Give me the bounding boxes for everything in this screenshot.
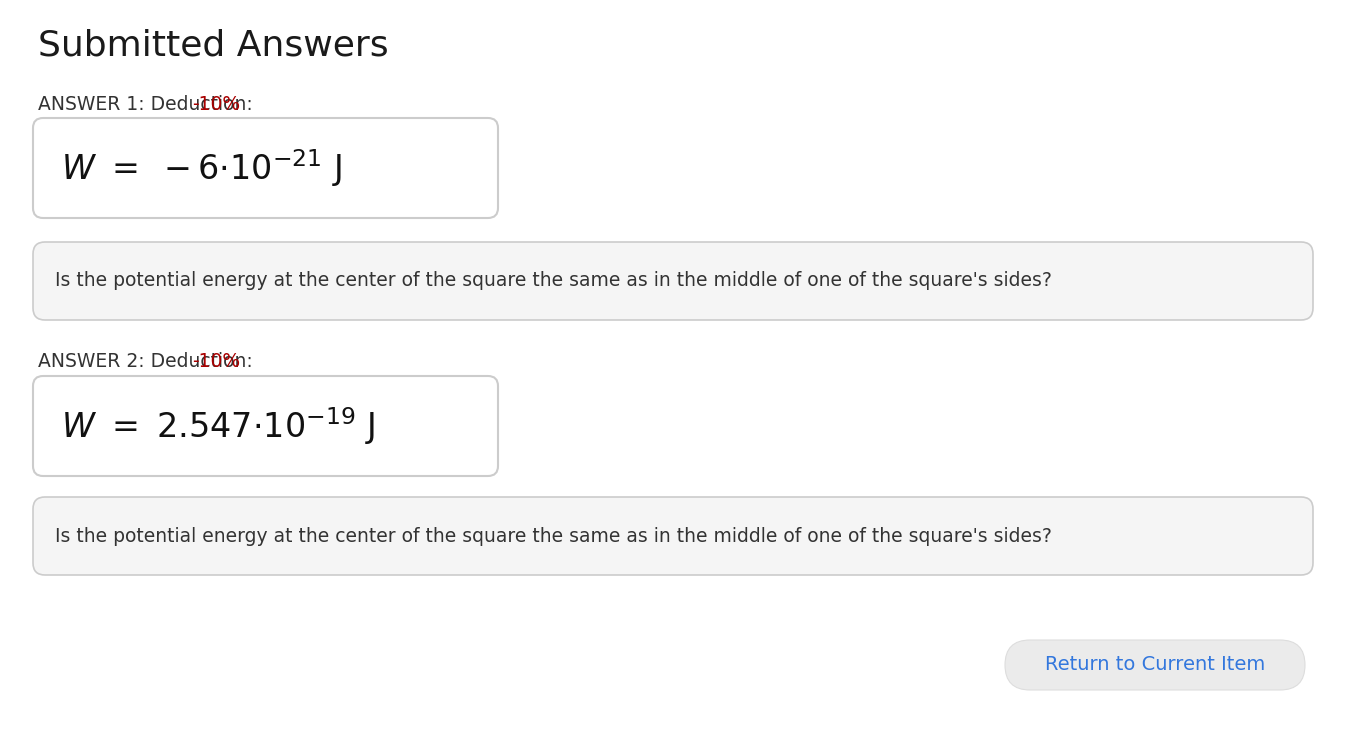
FancyBboxPatch shape [32,118,498,218]
Text: -10%: -10% [193,95,240,114]
FancyBboxPatch shape [32,376,498,476]
Text: Is the potential energy at the center of the square the same as in the middle of: Is the potential energy at the center of… [55,272,1052,291]
Text: Return to Current Item: Return to Current Item [1045,655,1265,675]
FancyBboxPatch shape [32,242,1313,320]
Text: -10%: -10% [193,352,240,371]
Text: $\mathit{W}\ =\ 2.547{\cdot}10^{-19}\ \mathrm{J}$: $\mathit{W}\ =\ 2.547{\cdot}10^{-19}\ \m… [61,405,375,447]
FancyBboxPatch shape [1005,640,1304,690]
Text: Submitted Answers: Submitted Answers [38,28,389,62]
Text: Is the potential energy at the center of the square the same as in the middle of: Is the potential energy at the center of… [55,526,1052,545]
Text: $\mathit{W}\ =\ -6{\cdot}10^{-21}\ \mathrm{J}$: $\mathit{W}\ =\ -6{\cdot}10^{-21}\ \math… [61,147,341,189]
FancyBboxPatch shape [32,497,1313,575]
Text: ANSWER 2: Deduction:: ANSWER 2: Deduction: [38,352,259,371]
Text: ANSWER 1: Deduction:: ANSWER 1: Deduction: [38,95,259,114]
